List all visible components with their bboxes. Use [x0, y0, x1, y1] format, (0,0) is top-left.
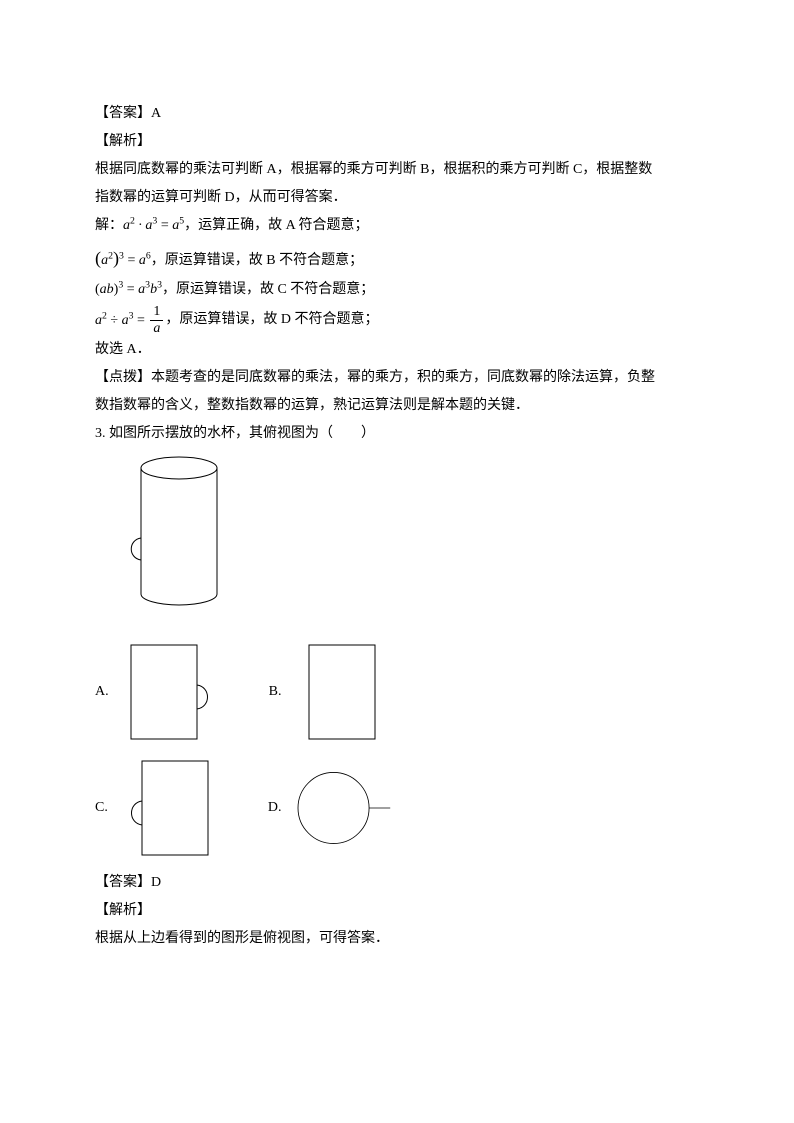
q3-stem: 3. 如图所示摆放的水杯，其俯视图为（ ） — [95, 420, 699, 448]
sol-d-text: ，原运算错误，故 D 不符合题意； — [165, 313, 378, 328]
q2-tip: 【点拨】本题考查的是同底数幂的乘法，幂的乘方，积的乘方，同底数幂的除法运算，负整 — [95, 364, 699, 392]
option-a-figure — [115, 637, 225, 747]
frac-num: 1 — [150, 304, 163, 320]
q2-analysis-line1: 根据同底数幂的乘法可判断 A，根据幂的乘方可判断 B，根据积的乘方可判断 C，根… — [95, 156, 699, 184]
math-a: a2 · a3 = a5 — [123, 218, 184, 233]
q3-answer: 【答案】D — [95, 869, 699, 897]
q2-sol-d: a2 ÷ a3 = 1a，原运算错误，故 D 不符合题意； — [95, 304, 699, 336]
options-row-1: A. B. — [95, 637, 699, 747]
option-c-figure — [114, 753, 224, 863]
math-d: a2 ÷ a3 = — [95, 313, 148, 328]
q2-tip-line2: 数指数幂的含义，整数指数幂的运算，熟记运算法则是解本题的关键． — [95, 392, 699, 420]
q2-analysis-label: 【解析】 — [95, 128, 699, 156]
sol-b-text: ，原运算错误，故 B 不符合题意； — [151, 253, 363, 268]
page-content: 【答案】A 【解析】 根据同底数幂的乘法可判断 A，根据幂的乘方可判断 B，根据… — [0, 0, 794, 1013]
opt-a-label: A. — [95, 678, 109, 706]
answer-label: 【答案】 — [95, 106, 151, 121]
tip-line1: 本题考查的是同底数幂的乘法，幂的乘方，积的乘方，同底数幂的除法运算，负整 — [151, 370, 655, 385]
frac-den: a — [150, 321, 163, 336]
q2-sol-b: (a2)3 = a6，原运算错误，故 B 不符合题意； — [95, 240, 699, 276]
sol-c-text: ，原运算错误，故 C 不符合题意； — [162, 282, 374, 297]
q2-analysis-line2: 指数幂的运算可判断 D，从而可得答案． — [95, 184, 699, 212]
q2-sol-a: 解：a2 · a3 = a5，运算正确，故 A 符合题意； — [95, 212, 699, 240]
q2-sol-c: (ab)3 = a3b3，原运算错误，故 C 不符合题意； — [95, 276, 699, 304]
opt-d-label: D. — [268, 794, 282, 822]
fraction-1-over-a: 1a — [150, 304, 163, 336]
q2-conclusion: 故选 A． — [95, 336, 699, 364]
option-b-figure — [287, 637, 397, 747]
options-row-2: C. D. — [95, 753, 699, 863]
q3-analysis-label: 【解析】 — [95, 897, 699, 925]
math-b: (a2)3 = a6 — [95, 253, 151, 268]
sol-a-text: ，运算正确，故 A 符合题意； — [184, 218, 368, 233]
tip-label: 【点拨】 — [95, 370, 151, 385]
q2-answer: 【答案】A — [95, 100, 699, 128]
math-c: (ab)3 = a3b3 — [95, 282, 162, 297]
option-d-figure — [287, 753, 397, 863]
answer-label: 【答案】 — [95, 875, 151, 890]
cup-figure — [123, 454, 235, 614]
answer-value: A — [151, 106, 161, 121]
sol-prefix: 解： — [95, 218, 123, 233]
q3-analysis-text: 根据从上边看得到的图形是俯视图，可得答案． — [95, 925, 699, 953]
opt-b-label: B. — [269, 678, 282, 706]
answer-value: D — [151, 875, 161, 890]
opt-c-label: C. — [95, 794, 108, 822]
